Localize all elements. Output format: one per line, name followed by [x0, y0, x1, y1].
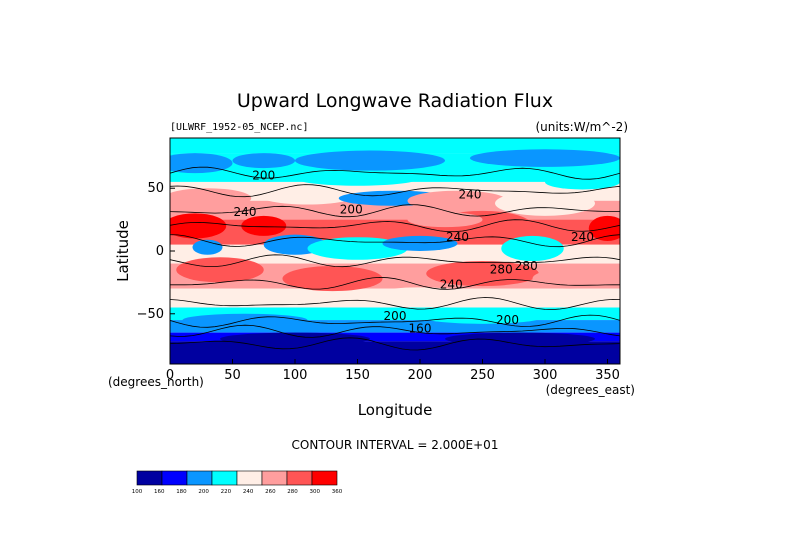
contour-line: [170, 204, 620, 218]
colorbar-label: 280: [287, 489, 298, 495]
contour-label: 200: [384, 309, 407, 323]
field-blob: [501, 235, 564, 262]
colorbar-label: 360: [332, 489, 343, 495]
contour-line: [170, 297, 620, 311]
x-tick-label: 350: [595, 368, 620, 383]
colorbar-label: 180: [176, 489, 187, 495]
colorbar-label: 200: [198, 489, 209, 495]
colorbar-label: 220: [221, 489, 232, 495]
x-tick-label: 100: [283, 368, 308, 383]
x-axis: 0 50 100 150 200 250 300 350: [166, 359, 620, 383]
contour-line: [170, 276, 620, 290]
field-blob: [257, 184, 358, 205]
colorbar-swatch: [236, 470, 263, 486]
field-blob: [407, 190, 508, 211]
contour-line: [170, 184, 620, 198]
colorbar-swatch: [161, 470, 188, 486]
field-blob: [295, 170, 420, 186]
units-label: (units:W/m^-2): [535, 120, 628, 134]
contour-label: 240: [446, 230, 469, 244]
colorbar-label: 300: [310, 489, 321, 495]
x-tick-label: 250: [470, 368, 495, 383]
y-tick-label: 0: [156, 244, 164, 259]
colorbar-swatch: [136, 470, 163, 486]
field-blob: [176, 257, 264, 283]
field-blob: [445, 332, 595, 346]
contour-label: 280: [490, 263, 513, 277]
y-axis-label: Latitude: [114, 220, 132, 282]
contour-line: [170, 314, 620, 328]
contour-label: 160: [409, 322, 432, 336]
contour-label: 240: [571, 230, 594, 244]
colorbar-swatch: [186, 470, 213, 486]
contour-line: [170, 324, 620, 338]
contour-label: 240: [234, 205, 257, 219]
field-band: [170, 341, 620, 364]
colorbar-swatch: [261, 470, 288, 486]
field-blob: [588, 215, 620, 241]
units-label-text: (units:W/m^-2): [535, 120, 628, 134]
colorbar-label: 160: [154, 489, 165, 495]
field-band: [170, 138, 620, 154]
field-blob: [282, 266, 383, 292]
contour-interval: CONTOUR INTERVAL = 2.000E+01: [292, 438, 499, 452]
contour-line: [170, 337, 620, 351]
field-blob: [532, 268, 608, 289]
contour-label: 200: [496, 313, 519, 327]
x-tick-label: 0: [166, 368, 174, 383]
x-units-label: (degrees_east): [546, 383, 635, 397]
contour-label: 200: [340, 202, 363, 216]
y-tick-label: −50: [137, 307, 164, 322]
contour-line: [170, 254, 620, 268]
x-tick-label: 300: [533, 368, 558, 383]
field-blob: [170, 153, 233, 174]
field-band: [170, 332, 620, 342]
y-units-label: (degrees_north): [108, 375, 204, 389]
contour-line: [170, 234, 620, 248]
plot-area: 200 240 200 240 240 240 280 240 200 200 280 160: [169, 137, 621, 365]
field-blob: [407, 212, 483, 228]
contour-labels: 200 240 200 240 240 240 280 240 200 200 280 160: [234, 168, 594, 335]
colorbar-label: 260: [265, 489, 276, 495]
field-blob: [307, 237, 408, 260]
x-axis-label: Longitude: [358, 401, 433, 419]
field-blob: [495, 190, 595, 216]
field-blob: [220, 332, 370, 346]
colorbar-label: 100: [132, 489, 143, 495]
field-blob: [470, 149, 620, 167]
colorbar-label: 240: [243, 489, 254, 495]
field-blob: [370, 287, 470, 303]
contour-line: [170, 219, 620, 233]
field-blob: [420, 308, 545, 324]
contour-lines: [170, 166, 620, 351]
contour-line: [170, 166, 620, 180]
field-blob: [295, 150, 445, 171]
field-blob: [545, 174, 620, 190]
contour-label: 280: [515, 259, 538, 273]
field-blob: [170, 213, 227, 239]
field-blob: [382, 235, 458, 251]
x-tick-label: 150: [345, 368, 370, 383]
chart-title: Upward Longwave Radiation Flux: [237, 90, 553, 112]
file-label: [ULWRF_1952-05_NCEP.nc]: [170, 122, 308, 133]
colorbar-swatch: [311, 470, 338, 486]
x-tick-label: 50: [224, 368, 241, 383]
contour-label: 240: [440, 278, 463, 292]
contour-label: 240: [459, 187, 482, 201]
contour-label: 200: [252, 168, 275, 182]
field-blob: [232, 153, 295, 169]
colorbar: 100 160 180 200 220 240 260 280 300 360: [132, 470, 343, 495]
y-axis: −50 0 50: [137, 181, 175, 322]
x-tick-label: 200: [408, 368, 433, 383]
flux-field: [170, 138, 620, 364]
field-blob: [241, 215, 287, 236]
colorbar-swatch: [211, 470, 238, 486]
field-blob: [170, 188, 252, 209]
colorbar-swatch: [286, 470, 313, 486]
y-tick-label: 50: [147, 181, 164, 196]
